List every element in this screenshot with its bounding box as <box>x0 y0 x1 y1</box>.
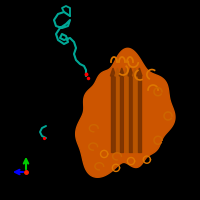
Polygon shape <box>132 68 138 76</box>
Polygon shape <box>124 68 129 76</box>
Polygon shape <box>119 68 124 76</box>
Polygon shape <box>115 68 120 76</box>
Polygon shape <box>110 68 116 76</box>
Polygon shape <box>128 68 133 76</box>
Polygon shape <box>76 48 175 177</box>
Polygon shape <box>137 68 142 76</box>
